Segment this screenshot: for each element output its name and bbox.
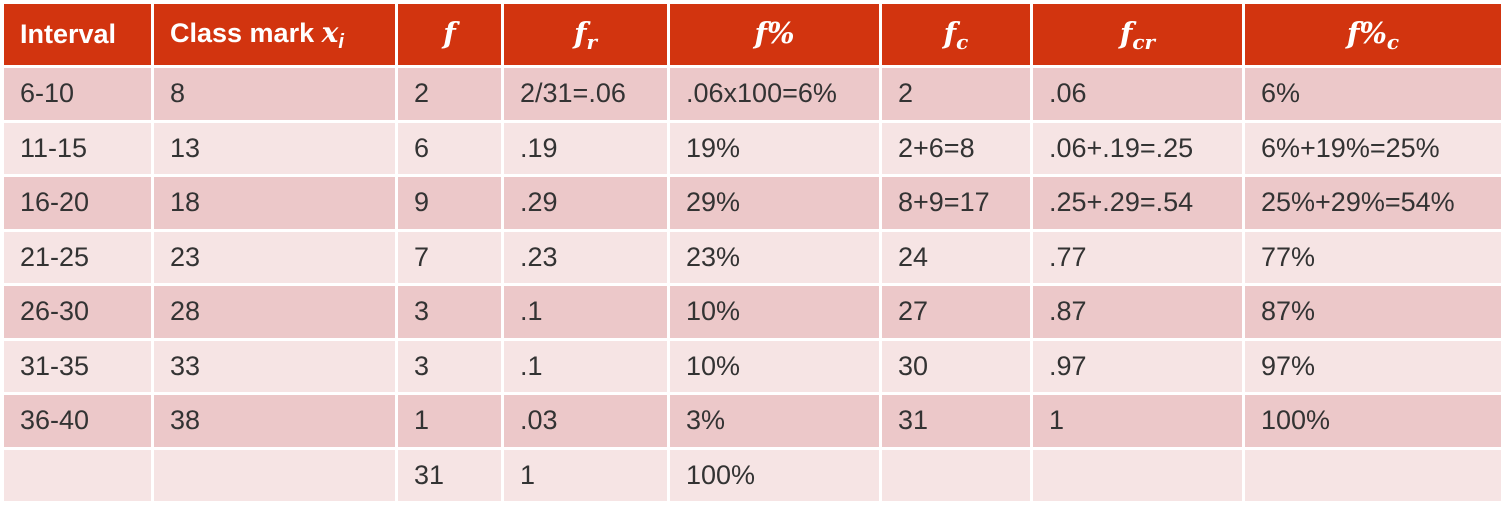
cell-fc: 27: [882, 286, 1033, 341]
cell-class-mark: 38: [154, 395, 398, 450]
cell-interval: 31-35: [4, 340, 154, 395]
cell-f-percent: 29%: [670, 177, 882, 232]
cell-fcr: .06: [1033, 68, 1245, 123]
table-row: 26-30 28 3.1 10% 27.87 87%: [4, 286, 1504, 341]
cell-interval: 16-20: [4, 177, 154, 232]
cell-class-mark: [154, 449, 398, 504]
cell-f-percent-c: 100%: [1245, 395, 1504, 450]
cell-f-percent: 3%: [670, 395, 882, 450]
cell-fcr: 1: [1033, 395, 1245, 450]
cell-fcr: .97: [1033, 340, 1245, 395]
cell-f-percent: 10%: [670, 340, 882, 395]
header-f-percent: f%: [670, 4, 882, 68]
header-f: f: [398, 4, 504, 68]
header-class-mark: Class mark xi: [154, 4, 398, 68]
cell-fr: .1: [504, 340, 670, 395]
cell-f: 31: [398, 449, 504, 504]
cell-interval: 11-15: [4, 122, 154, 177]
cell-fr: 1: [504, 449, 670, 504]
cell-f: 1: [398, 395, 504, 450]
cell-interval: 36-40: [4, 395, 154, 450]
cell-f: 2: [398, 68, 504, 123]
header-row: Interval Class mark xi f fr f% fc fcr f%…: [4, 4, 1504, 68]
table-row: 36-40 38 1.03 3% 31 1 100%: [4, 395, 1504, 450]
header-f-percent-c: f%c: [1245, 4, 1504, 68]
cell-f: 7: [398, 231, 504, 286]
table-row: 31-35 33 3.1 10% 30.97 97%: [4, 340, 1504, 395]
cell-f-percent-c: 25%+29%=54%: [1245, 177, 1504, 232]
cell-f-percent-c: [1245, 449, 1504, 504]
cell-fc: [882, 449, 1033, 504]
cell-fc: 2: [882, 68, 1033, 123]
header-fcr: fcr: [1033, 4, 1245, 68]
cell-f-percent: 23%: [670, 231, 882, 286]
cell-fcr: .77: [1033, 231, 1245, 286]
table-row: 11-15 13 6.19 19% 2+6=8.06+.19=.25 6%+19%=25%: [4, 122, 1504, 177]
cell-class-mark: 18: [154, 177, 398, 232]
table-body: 6-10 8 2 2/31=.06.06x100=6% 2.06 6% 11-15 13 6.1…: [4, 68, 1504, 504]
cell-f-percent-c: 6%+19%=25%: [1245, 122, 1504, 177]
cell-f-percent: 10%: [670, 286, 882, 341]
cell-f-percent: 19%: [670, 122, 882, 177]
table-row: 16-20 18 9.29 29% 8+9=17.25+.29=.54 25%+29%=5…: [4, 177, 1504, 232]
cell-interval: 21-25: [4, 231, 154, 286]
cell-f-percent-c: 6%: [1245, 68, 1504, 123]
cell-f-percent: .06x100=6%: [670, 68, 882, 123]
cell-f: 3: [398, 286, 504, 341]
cell-class-mark: 13: [154, 122, 398, 177]
cell-fcr: [1033, 449, 1245, 504]
cell-class-mark: 23: [154, 231, 398, 286]
cell-fc: 30: [882, 340, 1033, 395]
cell-fr: .03: [504, 395, 670, 450]
cell-f-percent-c: 77%: [1245, 231, 1504, 286]
cell-fc: 8+9=17: [882, 177, 1033, 232]
cell-fr: .1: [504, 286, 670, 341]
header-interval: Interval: [4, 4, 154, 68]
cell-fr: .23: [504, 231, 670, 286]
cell-fr: .29: [504, 177, 670, 232]
table-row: 21-25 23 7.23 23% 24.77 77%: [4, 231, 1504, 286]
cell-interval: 6-10: [4, 68, 154, 123]
cell-fcr: .25+.29=.54: [1033, 177, 1245, 232]
cell-interval: 26-30: [4, 286, 154, 341]
cell-f: 6: [398, 122, 504, 177]
cell-fcr: .87: [1033, 286, 1245, 341]
cell-fc: 31: [882, 395, 1033, 450]
cell-f-percent-c: 97%: [1245, 340, 1504, 395]
cell-f-percent-c: 87%: [1245, 286, 1504, 341]
cell-fc: 24: [882, 231, 1033, 286]
table-row: 31 1 100%: [4, 449, 1504, 504]
header-fr: fr: [504, 4, 670, 68]
cell-class-mark: 8: [154, 68, 398, 123]
cell-f-percent: 100%: [670, 449, 882, 504]
cell-fr: .19: [504, 122, 670, 177]
cell-fcr: .06+.19=.25: [1033, 122, 1245, 177]
cell-fc: 2+6=8: [882, 122, 1033, 177]
header-fc: fc: [882, 4, 1033, 68]
cell-class-mark: 33: [154, 340, 398, 395]
cell-fr: 2/31=.06: [504, 68, 670, 123]
cell-interval: [4, 449, 154, 504]
cell-class-mark: 28: [154, 286, 398, 341]
cell-f: 9: [398, 177, 504, 232]
frequency-table: Interval Class mark xi f fr f% fc fcr f%…: [4, 4, 1504, 504]
cell-f: 3: [398, 340, 504, 395]
table-row: 6-10 8 2 2/31=.06.06x100=6% 2.06 6%: [4, 68, 1504, 123]
